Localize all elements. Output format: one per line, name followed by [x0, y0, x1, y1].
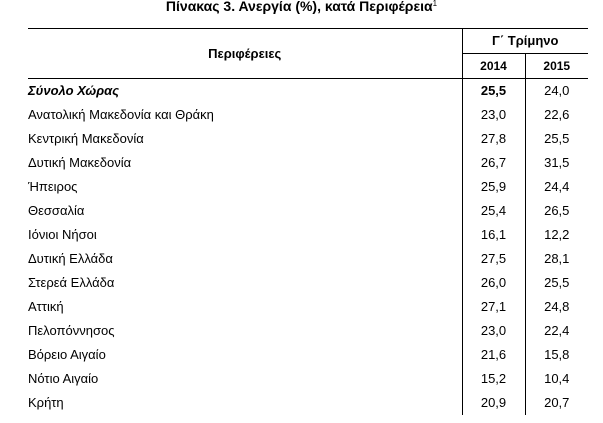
value-2015: 15,8: [544, 347, 570, 362]
value-2015: 25,5: [544, 275, 570, 290]
value-2014: 20,9: [462, 391, 526, 415]
value-2015: 24,8: [544, 299, 570, 314]
value-2014: 25,4: [462, 199, 526, 223]
region-name: Κρήτη: [28, 391, 463, 415]
value-2015: 24,0: [544, 83, 570, 98]
table-row: Ανατολική Μακεδονία και Θράκη 23,0 22,6: [28, 103, 588, 127]
table-row: Αττική 27,1 24,8: [28, 295, 588, 319]
title-footnote-mark: 1: [432, 0, 438, 8]
value-2014: 27,5: [462, 247, 526, 271]
region-name: Στερεά Ελλάδα: [28, 271, 463, 295]
region-name: Βόρειο Αιγαίο: [28, 343, 463, 367]
unemployment-table: Περιφέρειες Γ΄ Τρίμηνο 2014 2015 Σύνολο …: [28, 28, 589, 415]
table-row: Νότιο Αιγαίο 15,2 10,4: [28, 367, 588, 391]
value-2015: 10,4: [544, 371, 570, 386]
value-2014: 21,6: [462, 343, 526, 367]
value-2015: 22,4: [544, 323, 570, 338]
value-2015: 31,5: [544, 155, 570, 170]
region-name: Πελοπόννησος: [28, 319, 463, 343]
value-2015: 25,5: [544, 131, 570, 146]
year-header-2015: 2015: [525, 53, 589, 79]
region-column-header: Περιφέρειες: [28, 28, 463, 79]
year-header-2014: 2014: [462, 53, 526, 79]
table-row: Βόρειο Αιγαίο 21,6 15,8: [28, 343, 588, 367]
table-row: Πελοπόννησος 23,0 22,4: [28, 319, 588, 343]
table-title-text: Πίνακας 3. Ανεργία (%), κατά Περιφέρεια: [165, 0, 433, 14]
value-2014: 25,9: [462, 175, 526, 199]
table-row: Κρήτη 20,9 20,7: [28, 391, 588, 415]
table-row: Ιόνιοι Νήσοι 16,1 12,2: [28, 223, 588, 247]
table-row: Κεντρική Μακεδονία 27,8 25,5: [28, 127, 588, 151]
table-row-total: Σύνολο Χώρας 25,5 24,0: [28, 78, 588, 103]
value-2014: 27,1: [462, 295, 526, 319]
table-row: Ήπειρος 25,9 24,4: [28, 175, 588, 199]
region-name: Ιόνιοι Νήσοι: [28, 223, 463, 247]
region-name: Ανατολική Μακεδονία και Θράκη: [28, 103, 463, 127]
region-name: Δυτική Ελλάδα: [28, 247, 463, 271]
table-row: Δυτική Ελλάδα 27,5 28,1: [28, 247, 588, 271]
value-2014: 25,5: [462, 78, 526, 103]
value-2015: 24,4: [544, 179, 570, 194]
region-name: Ήπειρος: [28, 175, 463, 199]
value-2015: 26,5: [544, 203, 570, 218]
table-body: Σύνολο Χώρας 25,5 24,0 Ανατολική Μακεδον…: [28, 78, 588, 415]
region-name: Νότιο Αιγαίο: [28, 367, 463, 391]
value-2015: 28,1: [544, 251, 570, 266]
region-name: Κεντρική Μακεδονία: [28, 127, 463, 151]
value-2014: 27,8: [462, 127, 526, 151]
header-row-top: Περιφέρειες Γ΄ Τρίμηνο: [28, 28, 589, 79]
region-name: Σύνολο Χώρας: [28, 78, 463, 103]
value-2014: 26,0: [462, 271, 526, 295]
value-2014: 23,0: [462, 319, 526, 343]
table-title: Πίνακας 3. Ανεργία (%), κατά Περιφέρεια1: [0, 0, 603, 14]
value-2014: 26,7: [462, 151, 526, 175]
value-2015: 12,2: [544, 227, 570, 242]
table-row: Δυτική Μακεδονία 26,7 31,5: [28, 151, 588, 175]
period-column-header: Γ΄ Τρίμηνο: [462, 28, 589, 54]
table-row: Θεσσαλία 25,4 26,5: [28, 199, 588, 223]
region-name: Θεσσαλία: [28, 199, 463, 223]
table-row: Στερεά Ελλάδα 26,0 25,5: [28, 271, 588, 295]
value-2014: 16,1: [462, 223, 526, 247]
value-2015: 20,7: [544, 395, 570, 410]
region-name: Δυτική Μακεδονία: [28, 151, 463, 175]
table-header: Περιφέρειες Γ΄ Τρίμηνο 2014 2015: [28, 28, 589, 79]
header-row-years: 2014 2015: [28, 53, 589, 79]
value-2014: 23,0: [462, 103, 526, 127]
value-2015: 22,6: [544, 107, 570, 122]
region-name: Αττική: [28, 295, 463, 319]
value-2014: 15,2: [462, 367, 526, 391]
